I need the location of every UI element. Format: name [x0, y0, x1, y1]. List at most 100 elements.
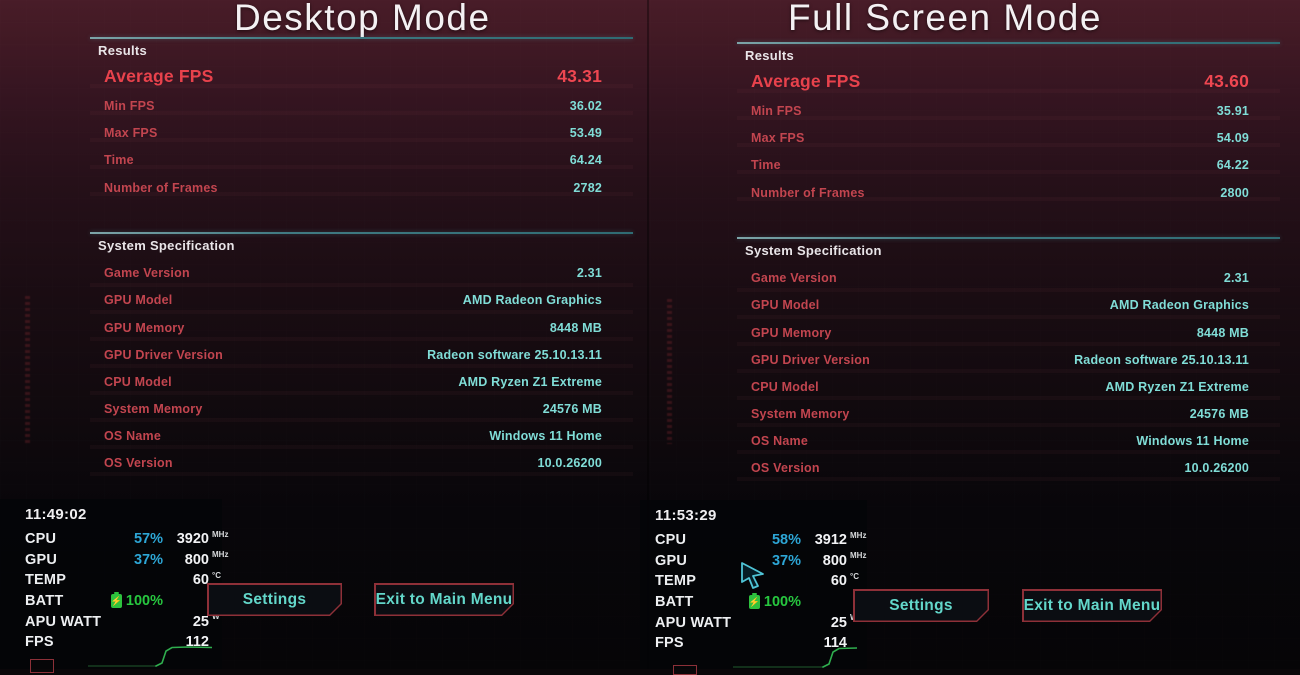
- cpu-unit: MHz: [850, 530, 867, 540]
- exit-to-main-menu-button[interactable]: Exit to Main Menu: [1022, 589, 1162, 622]
- battery-status: ⚡ 100%: [111, 592, 163, 610]
- row-value: 64.22: [1216, 158, 1249, 173]
- system-memory-row: System Memory 24576 MB: [737, 401, 1280, 428]
- gpu-model-row: GPU Model AMD Radeon Graphics: [737, 292, 1280, 319]
- row-value: Radeon software 25.10.13.11: [1074, 352, 1249, 367]
- overlay-clock: 11:53:29: [655, 507, 717, 524]
- results-header: Results: [745, 48, 795, 63]
- temp-label: TEMP: [655, 573, 697, 590]
- fps-graph-left: [88, 646, 212, 667]
- row-value: 10.0.26200: [537, 456, 602, 471]
- min-fps-row: Min FPS 36.02: [90, 92, 633, 119]
- exit-button-label: Exit to Main Menu: [1024, 591, 1161, 621]
- gpu-label: GPU: [25, 551, 58, 568]
- row-label: OS Version: [751, 461, 820, 476]
- row-value: 36.02: [569, 98, 602, 113]
- row-value: 24576 MB: [542, 402, 602, 417]
- charging-bolt-icon: ⚡: [110, 595, 123, 606]
- gpu-driver-row: GPU Driver Version Radeon software 25.10…: [90, 341, 633, 368]
- exit-button-label: Exit to Main Menu: [376, 585, 513, 615]
- cpu-model-row: CPU Model AMD Ryzen Z1 Extreme: [737, 373, 1280, 400]
- frames-row: Number of Frames 2782: [90, 174, 633, 201]
- results-rows: Average FPS 43.31 Min FPS 36.02 Max FPS …: [90, 61, 633, 202]
- temp-unit: °C: [212, 570, 221, 580]
- row-value: 43.31: [557, 66, 602, 86]
- os-version-row: OS Version 10.0.26200: [737, 455, 1280, 482]
- row-value: 54.09: [1216, 131, 1249, 146]
- row-value: 2.31: [1223, 271, 1249, 286]
- row-value: 2.31: [576, 266, 602, 281]
- cpu-unit: MHz: [212, 529, 229, 539]
- results-rows: Average FPS 43.60 Min FPS 35.91 Max FPS …: [737, 66, 1280, 207]
- temp-label: TEMP: [25, 572, 67, 589]
- mouse-cursor: [741, 562, 764, 589]
- os-name-row: OS Name Windows 11 Home: [90, 423, 633, 450]
- row-value: 8448 MB: [1196, 325, 1249, 340]
- cpu-model-row: CPU Model AMD Ryzen Z1 Extreme: [90, 368, 633, 395]
- gpu-model-row: GPU Model AMD Radeon Graphics: [90, 287, 633, 314]
- row-label: Max FPS: [104, 126, 158, 141]
- row-label: OS Name: [751, 434, 808, 449]
- row-label: Time: [751, 158, 781, 173]
- apu-watt-label: APU WATT: [655, 614, 732, 631]
- row-label: Number of Frames: [751, 185, 865, 200]
- cpu-clock: 3920: [176, 531, 209, 548]
- os-name-row: OS Name Windows 11 Home: [737, 428, 1280, 455]
- max-fps-row: Max FPS 53.49: [90, 119, 633, 146]
- battery-icon: ⚡: [110, 592, 123, 609]
- batt-label: BATT: [655, 594, 694, 611]
- spec-header: System Specification: [745, 242, 882, 258]
- gpu-percent: 37%: [771, 552, 801, 569]
- battery-percent: 100%: [763, 594, 801, 611]
- gpu-memory-row: GPU Memory 8448 MB: [737, 319, 1280, 346]
- row-label: Game Version: [104, 266, 190, 281]
- gpu-clock: 800: [184, 551, 209, 568]
- spec-rows: Game Version 2.31 GPU Model AMD Radeon G…: [90, 259, 633, 478]
- os-version-row: OS Version 10.0.26200: [90, 450, 633, 477]
- row-label: GPU Driver Version: [104, 347, 223, 362]
- row-label: CPU Model: [751, 379, 819, 394]
- cpu-percent: 57%: [133, 531, 163, 548]
- row-label: OS Version: [104, 456, 173, 471]
- fps-value: 112: [185, 634, 209, 651]
- performance-overlay-left: 11:49:02 CPU 57% 3920 MHz GPU 37% 800 MH…: [0, 499, 228, 669]
- system-memory-row: System Memory 24576 MB: [90, 396, 633, 423]
- gpu-clock: 800: [822, 552, 847, 569]
- spec-header: System Specification: [98, 237, 235, 253]
- row-label: GPU Memory: [751, 325, 832, 340]
- section-gap: [90, 202, 633, 232]
- row-label: System Memory: [751, 407, 850, 422]
- spec-section-line: [90, 231, 633, 234]
- system-specification-section: System Specification Game Version 2.31 G…: [737, 236, 1280, 483]
- row-label: GPU Memory: [104, 320, 185, 335]
- row-value: Windows 11 Home: [1136, 434, 1249, 449]
- cpu-clock: 3912: [814, 532, 847, 549]
- settings-button[interactable]: Settings: [853, 589, 989, 622]
- row-value: Windows 11 Home: [489, 429, 602, 444]
- settings-button[interactable]: Settings: [207, 583, 342, 616]
- battery-percent: 100%: [125, 593, 163, 610]
- row-label: Min FPS: [751, 103, 802, 118]
- exit-to-main-menu-button[interactable]: Exit to Main Menu: [374, 583, 514, 616]
- row-value: 10.0.26200: [1184, 461, 1249, 476]
- spec-rows: Game Version 2.31 GPU Model AMD Radeon G…: [737, 264, 1280, 483]
- fps-label: FPS: [655, 635, 684, 652]
- row-label: GPU Model: [104, 293, 173, 308]
- row-value: 24576 MB: [1189, 407, 1249, 422]
- row-value: 35.91: [1216, 103, 1249, 118]
- overlay-stats: CPU 57% 3920 MHz GPU 37% 800 MHz TEMP 60…: [0, 529, 228, 653]
- average-fps-row: Average FPS 43.31: [90, 61, 633, 92]
- row-value: AMD Ryzen Z1 Extreme: [1105, 379, 1249, 394]
- frame-divider: [647, 0, 649, 669]
- row-value: 43.60: [1204, 71, 1249, 91]
- benchmark-panel-right: Results Average FPS 43.60 Min FPS 35.91 …: [737, 42, 1280, 483]
- game-version-row: Game Version 2.31: [90, 260, 633, 287]
- row-value: 2800: [1220, 185, 1249, 200]
- row-label: Time: [104, 153, 134, 168]
- section-gap: [737, 207, 1280, 237]
- results-section-line: [90, 37, 633, 39]
- apu-watt-value: 25: [192, 613, 209, 630]
- apu-watt-value: 25: [830, 614, 847, 631]
- cpu-label: CPU: [655, 532, 687, 549]
- row-value: AMD Radeon Graphics: [1109, 298, 1249, 313]
